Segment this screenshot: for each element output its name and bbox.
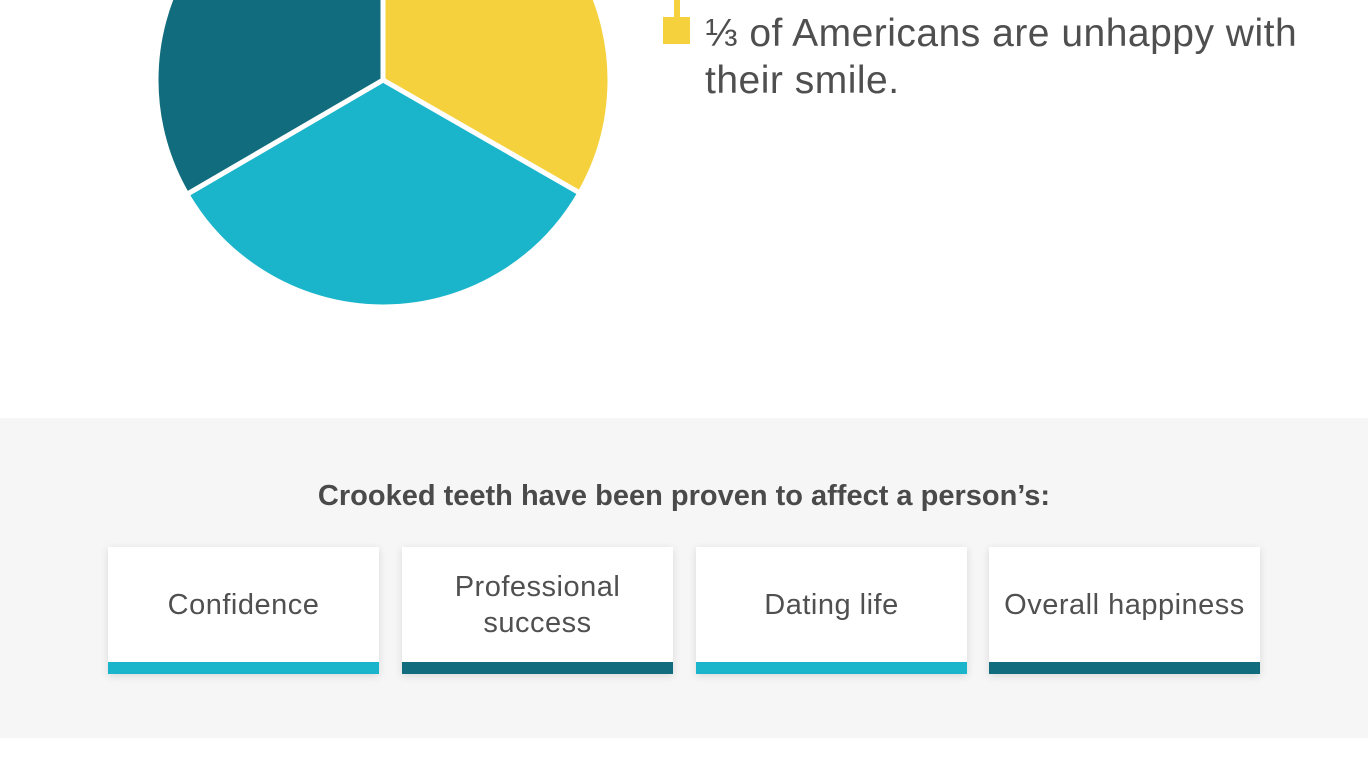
legend-connector-line bbox=[674, 0, 680, 17]
pie-chart bbox=[153, 0, 613, 310]
card-label: Professional success bbox=[454, 570, 621, 639]
pie-slice-3 bbox=[153, 0, 386, 197]
card-label: Overall happiness bbox=[1004, 588, 1245, 621]
pie-slice-1 bbox=[380, 0, 613, 196]
card-accent-bar bbox=[989, 662, 1260, 674]
card-confidence: Confidence bbox=[108, 547, 379, 674]
legend-marker bbox=[663, 17, 690, 44]
card-accent-bar bbox=[108, 662, 379, 674]
legend-entry: ⅓ of Americans are unhappy with their sm… bbox=[705, 12, 1298, 102]
card-label: Dating life bbox=[764, 588, 899, 621]
card-label: Confidence bbox=[167, 588, 320, 621]
pie-slice-2 bbox=[184, 77, 583, 310]
card-professional-success: Professional success bbox=[402, 547, 673, 674]
card-accent-bar bbox=[696, 662, 967, 674]
section-title: Crooked teeth have been proven to affect… bbox=[317, 480, 1051, 512]
card-accent-bar bbox=[402, 662, 673, 674]
card-dating-life: Dating life bbox=[696, 547, 967, 674]
card-overall-happiness: Overall happiness bbox=[989, 547, 1260, 674]
effect-cards: Confidence Professional success Dating l… bbox=[108, 547, 1260, 674]
